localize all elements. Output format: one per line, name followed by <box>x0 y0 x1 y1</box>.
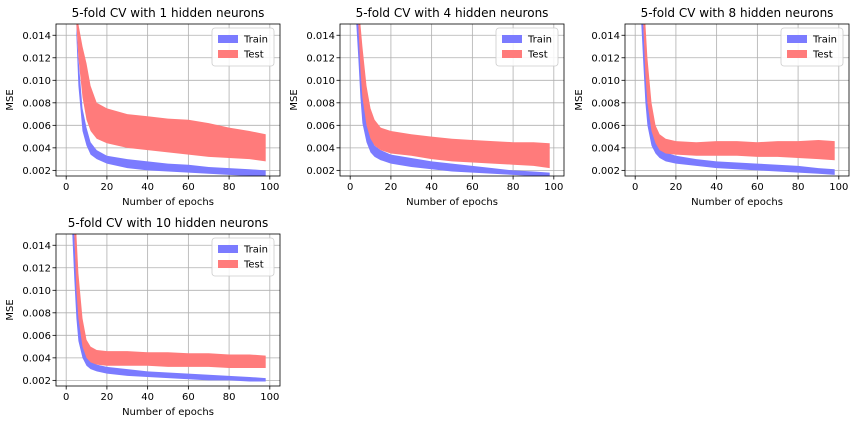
x-tick-label: 40 <box>141 182 154 193</box>
band-test <box>76 24 266 162</box>
legend-label-train: Train <box>243 35 268 46</box>
y-tick-label: 0.014 <box>591 31 620 42</box>
axes-frame <box>624 23 850 177</box>
y-tick-label: 0.004 <box>22 143 51 154</box>
x-axis-label: Number of epochs <box>406 197 498 208</box>
x-tick-label: 60 <box>182 392 195 403</box>
band-test <box>641 24 835 161</box>
y-tick-label: 0.006 <box>591 121 620 132</box>
y-tick-label: 0.012 <box>306 53 335 64</box>
y-tick-label: 0.004 <box>591 143 620 154</box>
x-tick-label: 20 <box>385 182 398 193</box>
y-tick-label: 0.008 <box>22 308 51 319</box>
legend-swatch-test <box>218 260 238 268</box>
band-test <box>72 234 266 368</box>
y-tick-label: 0.006 <box>22 331 51 342</box>
y-tick-label: 0.012 <box>22 53 51 64</box>
x-tick-label: 80 <box>223 392 236 403</box>
y-tick-label: 0.006 <box>22 121 51 132</box>
y-axis-label: MSE <box>5 299 16 320</box>
legend-swatch-train <box>502 35 522 43</box>
legend-swatch-train <box>787 35 807 43</box>
y-axis-label: MSE <box>5 89 16 110</box>
legend-swatch-train <box>218 35 238 43</box>
legend-swatch-test <box>218 50 238 58</box>
x-tick-label: 100 <box>260 392 279 403</box>
y-axis-label: MSE <box>574 89 585 110</box>
x-tick-label: 100 <box>260 182 279 193</box>
chart-panel-4: 0 20 40 60 80 100 0.002 0.004 0.006 0.008 0.010 0.0… <box>5 216 281 418</box>
x-tick-label: 80 <box>792 182 805 193</box>
chart-title: 5-fold CV with 4 hidden neurons <box>356 6 549 20</box>
chart-panel-1: 0 20 40 60 80 100 0.002 0.004 0.006 0.008 0.010 0.0… <box>5 6 281 208</box>
x-tick-label: 20 <box>101 392 114 403</box>
x-tick-label: 60 <box>751 182 764 193</box>
y-tick-label: 0.002 <box>22 376 51 387</box>
legend-label-train: Train <box>243 245 268 256</box>
y-tick-label: 0.012 <box>22 263 51 274</box>
legend-swatch-test <box>502 50 522 58</box>
y-tick-label: 0.002 <box>591 166 620 177</box>
x-axis-label: Number of epochs <box>122 197 214 208</box>
legend-label-test: Test <box>243 50 264 61</box>
x-tick-label: 60 <box>182 182 195 193</box>
chart-title: 5-fold CV with 8 hidden neurons <box>641 6 834 20</box>
x-tick-label: 0 <box>63 182 69 193</box>
series-layer <box>76 24 266 176</box>
axes-frame <box>55 23 281 177</box>
legend-swatch-test <box>787 50 807 58</box>
x-tick-label: 20 <box>101 182 114 193</box>
x-axis-label: Number of epochs <box>122 407 214 418</box>
chart-panel-3: 0 20 40 60 80 100 0.002 0.004 0.006 0.008 0.010 0.0… <box>574 6 850 208</box>
series-layer <box>356 24 550 176</box>
chart-title: 5-fold CV with 10 hidden neurons <box>68 216 269 230</box>
band-train <box>72 234 266 382</box>
chart-title: 5-fold CV with 1 hidden neurons <box>72 6 265 20</box>
x-axis-label: Number of epochs <box>691 197 783 208</box>
y-tick-label: 0.010 <box>22 286 51 297</box>
y-tick-label: 0.014 <box>22 241 51 252</box>
legend-label-train: Train <box>812 35 837 46</box>
series-layer <box>641 24 835 175</box>
legend-swatch-train <box>218 245 238 253</box>
x-tick-label: 0 <box>347 182 353 193</box>
y-tick-label: 0.010 <box>306 76 335 87</box>
legend-label-test: Test <box>812 50 833 61</box>
legend-label-test: Test <box>243 260 264 271</box>
x-tick-label: 40 <box>141 392 154 403</box>
x-tick-label: 60 <box>466 182 479 193</box>
y-tick-label: 0.004 <box>22 353 51 364</box>
legend-label-train: Train <box>527 35 552 46</box>
axes-frame <box>55 233 281 387</box>
y-tick-label: 0.008 <box>591 98 620 109</box>
legend-label-test: Test <box>527 50 548 61</box>
y-tick-label: 0.002 <box>22 166 51 177</box>
band-test <box>356 24 550 169</box>
y-tick-label: 0.002 <box>306 166 335 177</box>
y-tick-label: 0.008 <box>22 98 51 109</box>
x-tick-label: 80 <box>223 182 236 193</box>
y-tick-label: 0.014 <box>22 31 51 42</box>
y-tick-label: 0.010 <box>591 76 620 87</box>
y-tick-label: 0.006 <box>306 121 335 132</box>
series-layer <box>72 234 266 382</box>
x-tick-label: 0 <box>632 182 638 193</box>
x-tick-label: 100 <box>829 182 848 193</box>
x-tick-label: 40 <box>425 182 438 193</box>
y-tick-label: 0.012 <box>591 53 620 64</box>
x-tick-label: 40 <box>710 182 723 193</box>
x-tick-label: 0 <box>63 392 69 403</box>
y-tick-label: 0.014 <box>306 31 335 42</box>
x-tick-label: 100 <box>544 182 563 193</box>
x-tick-label: 80 <box>507 182 520 193</box>
y-tick-label: 0.004 <box>306 143 335 154</box>
y-tick-label: 0.010 <box>22 76 51 87</box>
chart-panel-2: 0 20 40 60 80 100 0.002 0.004 0.006 0.008 0.010 0.0… <box>289 6 565 208</box>
y-axis-label: MSE <box>289 89 300 110</box>
axes-frame <box>339 23 565 177</box>
y-tick-label: 0.008 <box>306 98 335 109</box>
x-tick-label: 20 <box>670 182 683 193</box>
